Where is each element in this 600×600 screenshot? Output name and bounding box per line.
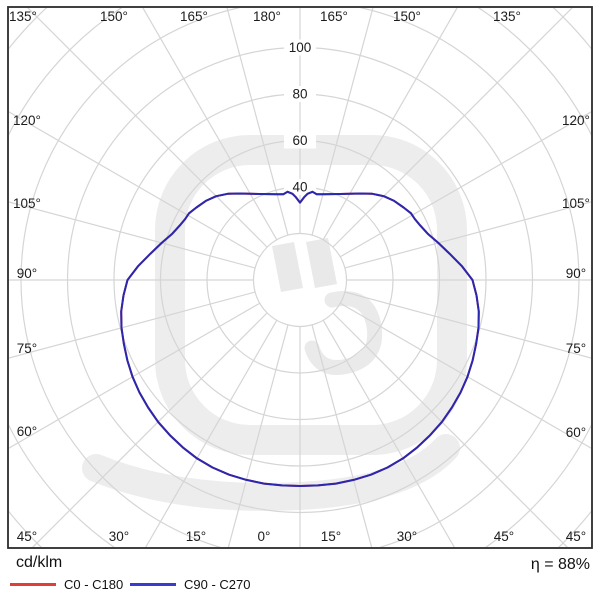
angle-label: 75° bbox=[566, 341, 586, 356]
angle-label: 120° bbox=[13, 113, 41, 128]
radial-tick-label: 40 bbox=[292, 180, 307, 195]
polar-chart-svg: 40 60 80 100 135° 150° 165° 180° 165° 150° 135° 120… bbox=[7, 6, 593, 549]
chart-legend: cd/klm C0 - C180 C90 - C270 η = 88% bbox=[0, 552, 600, 600]
angle-label: 45° bbox=[494, 529, 514, 544]
angle-label: 105° bbox=[562, 196, 590, 211]
angle-label: 60° bbox=[17, 424, 37, 439]
plot-frame bbox=[7, 6, 593, 549]
efficiency-value: η = 88% bbox=[530, 556, 590, 573]
angle-label: 165° bbox=[180, 9, 208, 24]
angle-label: 60° bbox=[566, 425, 586, 440]
legend-label-c90-c270: C90 - C270 bbox=[184, 576, 251, 592]
angle-label: 30° bbox=[397, 529, 417, 544]
angle-label: 90° bbox=[17, 266, 37, 281]
angle-label: 150° bbox=[393, 9, 421, 24]
angle-label: 15° bbox=[321, 529, 341, 544]
angle-label: 135° bbox=[493, 9, 521, 24]
angle-label: 90° bbox=[566, 266, 586, 281]
angle-label: 15° bbox=[186, 529, 206, 544]
angle-label: 0° bbox=[258, 529, 271, 544]
legend-item-c0-c180: C0 - C180 bbox=[10, 576, 123, 592]
curve-c90-c270 bbox=[120, 190, 480, 487]
angle-label: 135° bbox=[9, 9, 37, 24]
c90-c270-line-swatch bbox=[130, 582, 176, 586]
angle-label: 30° bbox=[109, 529, 129, 544]
angle-label: 150° bbox=[100, 9, 128, 24]
angle-label: 165° bbox=[320, 9, 348, 24]
angle-label: 180° bbox=[253, 9, 281, 24]
angle-label: 75° bbox=[17, 341, 37, 356]
unit-label: cd/klm bbox=[16, 554, 63, 571]
legend-item-c90-c270: C90 - C270 bbox=[130, 576, 250, 592]
c0-c180-line-swatch bbox=[10, 582, 56, 586]
radial-tick-label: 100 bbox=[289, 40, 312, 55]
angle-label: 105° bbox=[13, 196, 41, 211]
legend-label-c0-c180: C0 - C180 bbox=[64, 576, 124, 592]
angle-label: 120° bbox=[562, 113, 590, 128]
angle-label: 45° bbox=[566, 529, 586, 544]
radial-tick-label: 60 bbox=[292, 133, 307, 148]
radial-tick-label: 80 bbox=[292, 87, 307, 102]
angle-label: 45° bbox=[17, 529, 37, 544]
